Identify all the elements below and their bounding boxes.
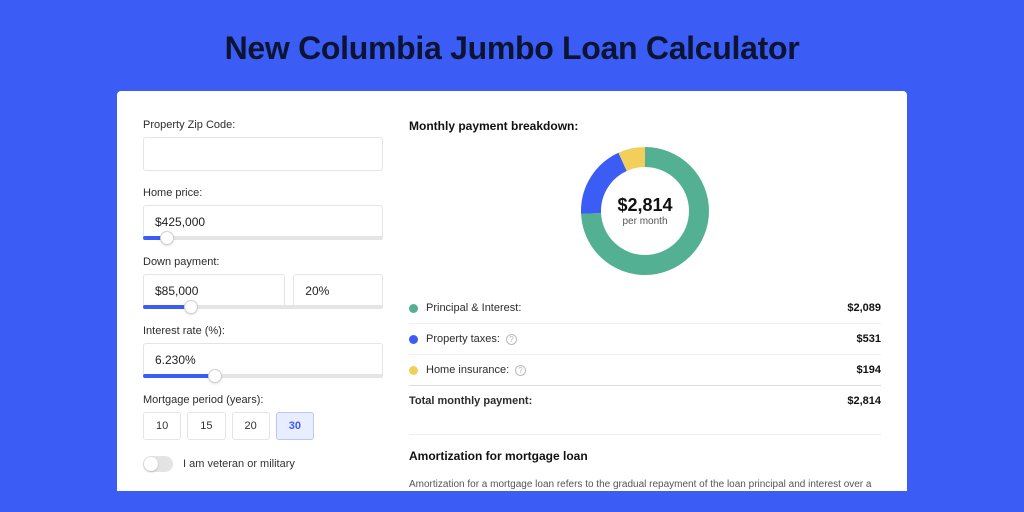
interest-rate-input[interactable] <box>143 343 383 377</box>
down-payment-amount-input[interactable] <box>143 274 285 308</box>
zip-input[interactable] <box>143 137 383 171</box>
breakdown-heading: Monthly payment breakdown: <box>409 119 881 133</box>
breakdown-column: Monthly payment breakdown: $2,814 per mo… <box>409 119 881 491</box>
amortization-heading: Amortization for mortgage loan <box>409 449 881 463</box>
home-price-input[interactable] <box>143 205 383 239</box>
total-label: Total monthly payment: <box>409 395 847 407</box>
home-price-label: Home price: <box>143 187 383 199</box>
amortization-section: Amortization for mortgage loan Amortizat… <box>409 434 881 491</box>
slider-thumb[interactable] <box>208 369 222 383</box>
down-payment-slider[interactable] <box>143 305 383 309</box>
donut-chart: $2,814 per month <box>581 147 709 275</box>
inputs-column: Property Zip Code: Home price: Down paym… <box>143 119 383 491</box>
amortization-text: Amortization for a mortgage loan refers … <box>409 477 881 491</box>
interest-rate-label: Interest rate (%): <box>143 325 383 337</box>
home-price-field: Home price: <box>143 187 383 240</box>
veteran-toggle[interactable] <box>143 456 173 472</box>
legend-value: $2,089 <box>847 302 881 314</box>
legend-row: Principal & Interest:$2,089 <box>409 293 881 323</box>
donut-chart-container: $2,814 per month <box>409 147 881 275</box>
legend-dot <box>409 366 418 375</box>
legend-label: Property taxes:? <box>426 333 857 345</box>
mortgage-period-field: Mortgage period (years): 10152030 <box>143 394 383 440</box>
down-payment-field: Down payment: <box>143 256 383 309</box>
veteran-toggle-label: I am veteran or military <box>183 458 295 470</box>
down-payment-percent-input[interactable] <box>293 274 383 308</box>
mortgage-period-option[interactable]: 30 <box>276 412 314 440</box>
legend-label: Home insurance:? <box>426 364 857 376</box>
legend-value: $194 <box>857 364 881 376</box>
interest-rate-slider[interactable] <box>143 374 383 378</box>
mortgage-period-options: 10152030 <box>143 412 383 440</box>
legend-list: Principal & Interest:$2,089Property taxe… <box>409 293 881 385</box>
calculator-card: Property Zip Code: Home price: Down paym… <box>117 91 907 491</box>
mortgage-period-option[interactable]: 20 <box>232 412 270 440</box>
total-value: $2,814 <box>847 395 881 407</box>
info-icon[interactable]: ? <box>515 365 526 376</box>
donut-center: $2,814 per month <box>581 147 709 275</box>
zip-label: Property Zip Code: <box>143 119 383 131</box>
legend-dot <box>409 304 418 313</box>
page-title: New Columbia Jumbo Loan Calculator <box>0 0 1024 91</box>
zip-field: Property Zip Code: <box>143 119 383 171</box>
legend-row: Home insurance:?$194 <box>409 354 881 385</box>
legend-label: Principal & Interest: <box>426 302 847 314</box>
mortgage-period-label: Mortgage period (years): <box>143 394 383 406</box>
mortgage-period-option[interactable]: 15 <box>187 412 225 440</box>
donut-amount: $2,814 <box>617 195 672 216</box>
interest-rate-field: Interest rate (%): <box>143 325 383 378</box>
info-icon[interactable]: ? <box>506 334 517 345</box>
legend-value: $531 <box>857 333 881 345</box>
legend-dot <box>409 335 418 344</box>
home-price-slider[interactable] <box>143 236 383 240</box>
total-row: Total monthly payment: $2,814 <box>409 385 881 416</box>
mortgage-period-option[interactable]: 10 <box>143 412 181 440</box>
veteran-toggle-row: I am veteran or military <box>143 456 383 472</box>
toggle-knob <box>144 457 158 471</box>
slider-thumb[interactable] <box>184 300 198 314</box>
donut-subtitle: per month <box>622 216 667 227</box>
slider-thumb[interactable] <box>160 231 174 245</box>
legend-row: Property taxes:?$531 <box>409 323 881 354</box>
down-payment-label: Down payment: <box>143 256 383 268</box>
